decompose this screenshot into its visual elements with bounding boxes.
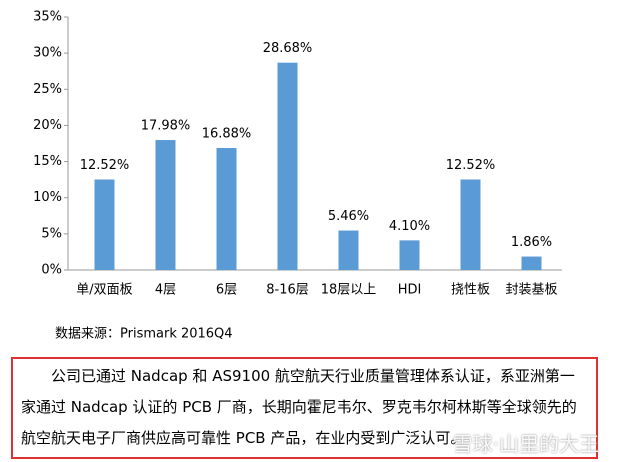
x-tick-label: 挠性板 (451, 283, 490, 298)
x-tick-label: 8-16层 (266, 283, 309, 298)
watermark: 雪球·山里的大王 (452, 432, 599, 456)
value-label: 4.10% (389, 219, 430, 234)
bar (277, 62, 298, 270)
y-tick-label: 5% (41, 226, 62, 241)
chart: 数据来源：Prismark 2016Q4 0% 5% 10% 15% 20% 25% 30%… (33, 10, 562, 342)
x-tick-label: 单/双面板 (76, 283, 132, 298)
value-label: 28.68% (263, 41, 313, 56)
source-note: 数据来源：Prismark 2016Q4 (55, 327, 233, 342)
bar (338, 230, 359, 270)
bar (216, 147, 237, 270)
x-tick-label: 4层 (155, 283, 176, 298)
x-tick-label: 封装基板 (505, 283, 557, 298)
value-label: 12.52% (446, 158, 496, 173)
y-tick-label: 30% (33, 46, 62, 61)
x-tick-label: HDI (398, 283, 422, 298)
y-tick-label: 20% (33, 118, 62, 133)
bar (521, 256, 542, 270)
y-tick-label: 25% (33, 82, 62, 97)
bar (399, 240, 420, 270)
y-tick-label: 35% (33, 10, 62, 25)
bar (460, 179, 481, 270)
paragraph: 公司已通过 Nadcap 和 AS9100 航空航天行业质量管理体系认证，系亚洲… (11, 357, 598, 459)
value-label: 16.88% (202, 126, 252, 141)
y-tick-label: 15% (33, 154, 62, 169)
x-tick-label: 6层 (216, 283, 237, 298)
value-label: 1.86% (511, 235, 552, 250)
value-label: 17.98% (141, 119, 191, 134)
bar (155, 140, 176, 270)
value-label: 12.52% (80, 158, 130, 173)
value-label: 5.46% (328, 209, 369, 224)
y-tick-label: 0% (41, 263, 62, 278)
bar (94, 179, 115, 270)
y-tick-label: 10% (33, 190, 62, 205)
x-tick-label: 18层以上 (321, 283, 377, 298)
